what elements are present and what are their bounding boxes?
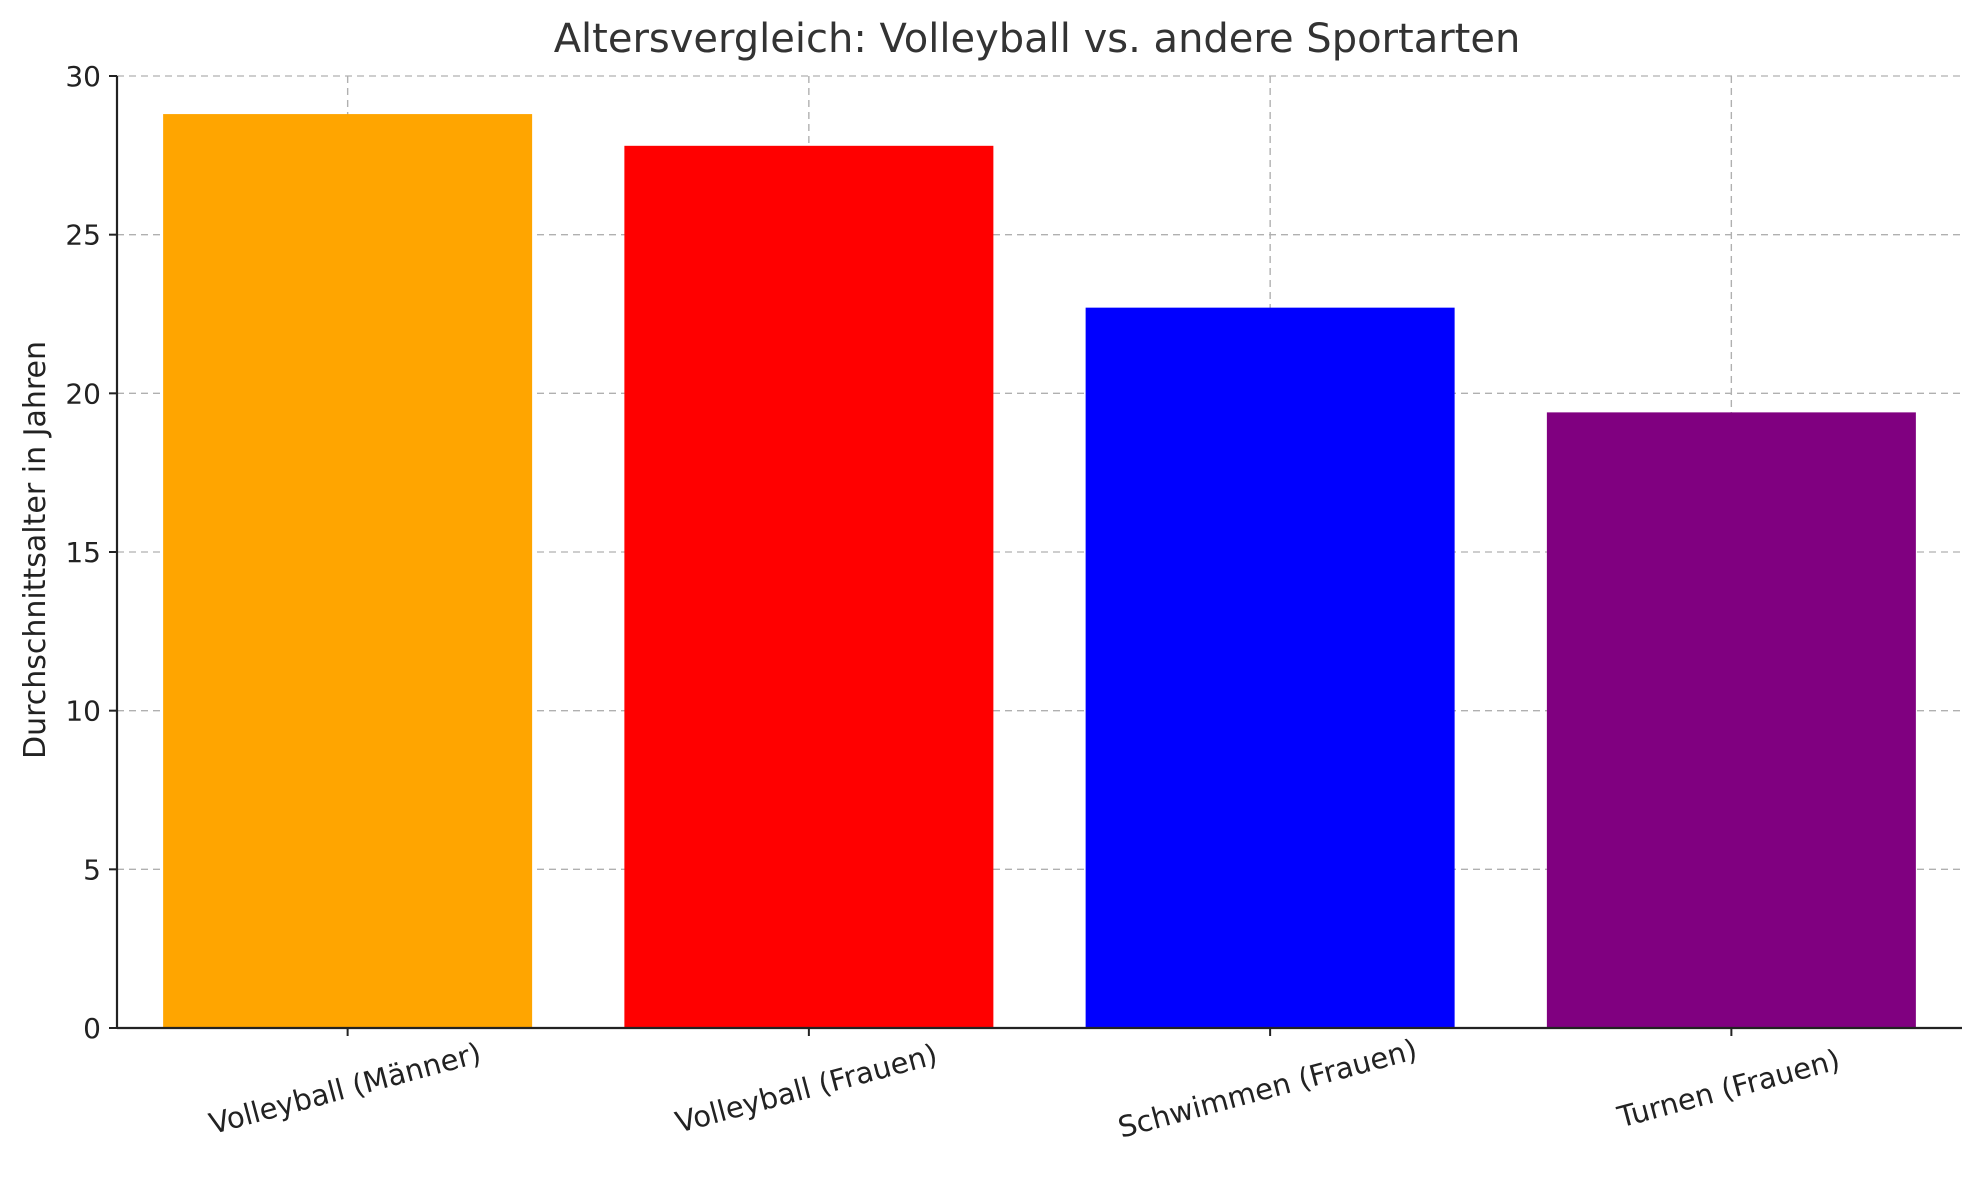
x-tick-label: Schwimmen (Frauen) [1114,1032,1420,1145]
x-ticks: Volleyball (Männer) Volleyball (Frauen) Sc… [205,1028,1844,1145]
y-tick-label: 20 [65,377,101,410]
y-tick-label: 0 [83,1012,101,1045]
bar [163,114,533,1028]
y-axis-label: Durchschnittsalter in Jahren [18,341,53,759]
y-tick-label: 15 [65,536,101,569]
bar [1085,307,1455,1028]
bars [163,114,1916,1029]
x-tick-label: Volleyball (Männer) [205,1036,484,1141]
y-tick-label: 25 [65,219,101,252]
y-ticks: 0 5 10 15 20 25 30 [65,60,117,1045]
y-tick-label: 5 [83,853,101,886]
bar [624,145,994,1028]
y-tick-label: 10 [65,695,101,728]
x-tick-label: Volleyball (Frauen) [672,1037,941,1140]
chart-title: Altersvergleich: Volleyball vs. andere S… [554,16,1521,62]
x-tick-label: Turnen (Frauen) [1613,1042,1843,1134]
bar [1546,412,1916,1029]
y-tick-label: 30 [65,60,101,93]
